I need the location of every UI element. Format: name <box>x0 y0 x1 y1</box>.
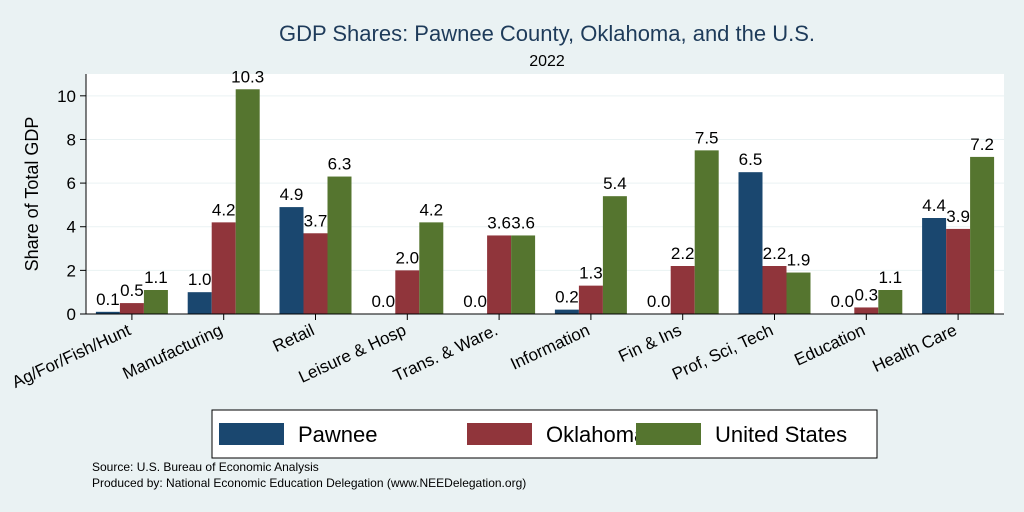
x-tick-label: Retail <box>270 320 317 356</box>
x-tick-label: Ag/For/Fish/Hunt <box>9 320 134 392</box>
bar <box>878 290 903 314</box>
y-tick-label: 0 <box>67 305 76 324</box>
legend-swatch <box>636 423 701 445</box>
chart-subtitle: 2022 <box>529 53 565 70</box>
bar-value-label: 7.2 <box>970 135 994 154</box>
bar <box>762 266 787 314</box>
bar-value-label: 0.0 <box>647 292 671 311</box>
bar <box>143 290 168 314</box>
bar <box>303 233 328 314</box>
y-tick-label: 8 <box>67 130 76 149</box>
y-tick-label: 10 <box>57 87 76 106</box>
bar-value-label: 10.3 <box>231 67 264 86</box>
bar-value-label: 7.5 <box>695 128 719 147</box>
x-tick-label: Health Care <box>870 320 960 376</box>
bar <box>970 156 995 314</box>
bar <box>419 222 444 314</box>
bar <box>602 196 627 314</box>
bar-value-label: 6.5 <box>739 150 763 169</box>
bar-value-label: 0.1 <box>96 290 120 309</box>
legend: Pawnee Oklahoma United States <box>219 422 847 447</box>
bar <box>670 266 695 314</box>
bar <box>187 292 212 314</box>
y-tick-label: 2 <box>67 261 76 280</box>
x-tick-label: Trans. & Ware. <box>390 320 500 385</box>
bar-value-label: 0.5 <box>120 281 144 300</box>
bar-value-label: 5.4 <box>603 174 627 193</box>
y-tick-label: 6 <box>67 174 76 193</box>
legend-swatch <box>467 423 532 445</box>
y-tick-label: 4 <box>67 218 76 237</box>
bar-value-label: 1.0 <box>188 270 212 289</box>
bar <box>487 235 512 314</box>
bar-value-label: 2.2 <box>671 244 695 263</box>
bar <box>786 272 811 314</box>
bar-value-label: 1.9 <box>787 251 811 270</box>
legend-label: United States <box>715 422 847 447</box>
bar <box>946 228 971 314</box>
bar-value-label: 3.9 <box>946 207 970 226</box>
bar <box>578 285 603 314</box>
bar <box>95 311 120 314</box>
bar-value-label: 0.3 <box>854 285 878 304</box>
bars-group <box>95 89 995 314</box>
bar <box>235 89 260 314</box>
chart-title: GDP Shares: Pawnee County, Oklahoma, and… <box>279 21 815 46</box>
bar-value-label: 3.7 <box>304 211 328 230</box>
bar-value-label: 4.2 <box>419 200 443 219</box>
bar-value-label: 0.0 <box>830 292 854 311</box>
bar <box>211 222 236 314</box>
bar <box>854 307 879 314</box>
bar <box>922 218 947 314</box>
bar-value-label: 3.6 <box>511 213 535 232</box>
bar-value-label: 4.2 <box>212 200 236 219</box>
bar-value-label: 1.3 <box>579 264 603 283</box>
y-axis-ticks: 0 2 4 6 8 10 <box>57 87 86 324</box>
legend-label: Pawnee <box>298 422 378 447</box>
bar <box>327 176 352 314</box>
bar-value-label: 1.1 <box>878 268 902 287</box>
data-labels-group: 0.1 0.51.1 1.04.210.34.93.76.30.02.04.20.0… <box>96 67 994 311</box>
bar <box>554 309 579 314</box>
bar-value-label: 0.0 <box>371 292 395 311</box>
bar <box>395 270 420 314</box>
bar <box>119 303 144 314</box>
legend-label: Oklahoma <box>546 422 647 447</box>
bar <box>511 235 536 314</box>
y-axis-label: Share of Total GDP <box>22 117 42 272</box>
bar <box>694 150 719 314</box>
bar-value-label: 0.2 <box>555 288 579 307</box>
x-tick-label: Education <box>791 320 868 369</box>
produced-by-note: Produced by: National Economic Education… <box>92 476 526 490</box>
bar <box>738 172 763 314</box>
bar-value-label: 2.0 <box>395 248 419 267</box>
source-note: Source: U.S. Bureau of Economic Analysis <box>92 460 319 474</box>
x-tick-label: Fin & Ins <box>616 320 685 366</box>
legend-box <box>211 409 878 459</box>
bar-value-label: 1.1 <box>144 268 168 287</box>
bar-value-label: 0.0 <box>463 292 487 311</box>
x-tick-label: Information <box>507 320 592 373</box>
bar-value-label: 6.3 <box>328 155 352 174</box>
legend-swatch <box>219 423 284 445</box>
bar-value-label: 3.6 <box>487 213 511 232</box>
x-tick-label: Manufacturing <box>120 320 226 383</box>
bar-value-label: 2.2 <box>763 244 787 263</box>
bar-value-label: 4.4 <box>922 196 946 215</box>
x-tick-label: Prof, Sci, Tech <box>669 320 776 383</box>
bar <box>279 207 304 314</box>
bar-value-label: 4.9 <box>280 185 304 204</box>
